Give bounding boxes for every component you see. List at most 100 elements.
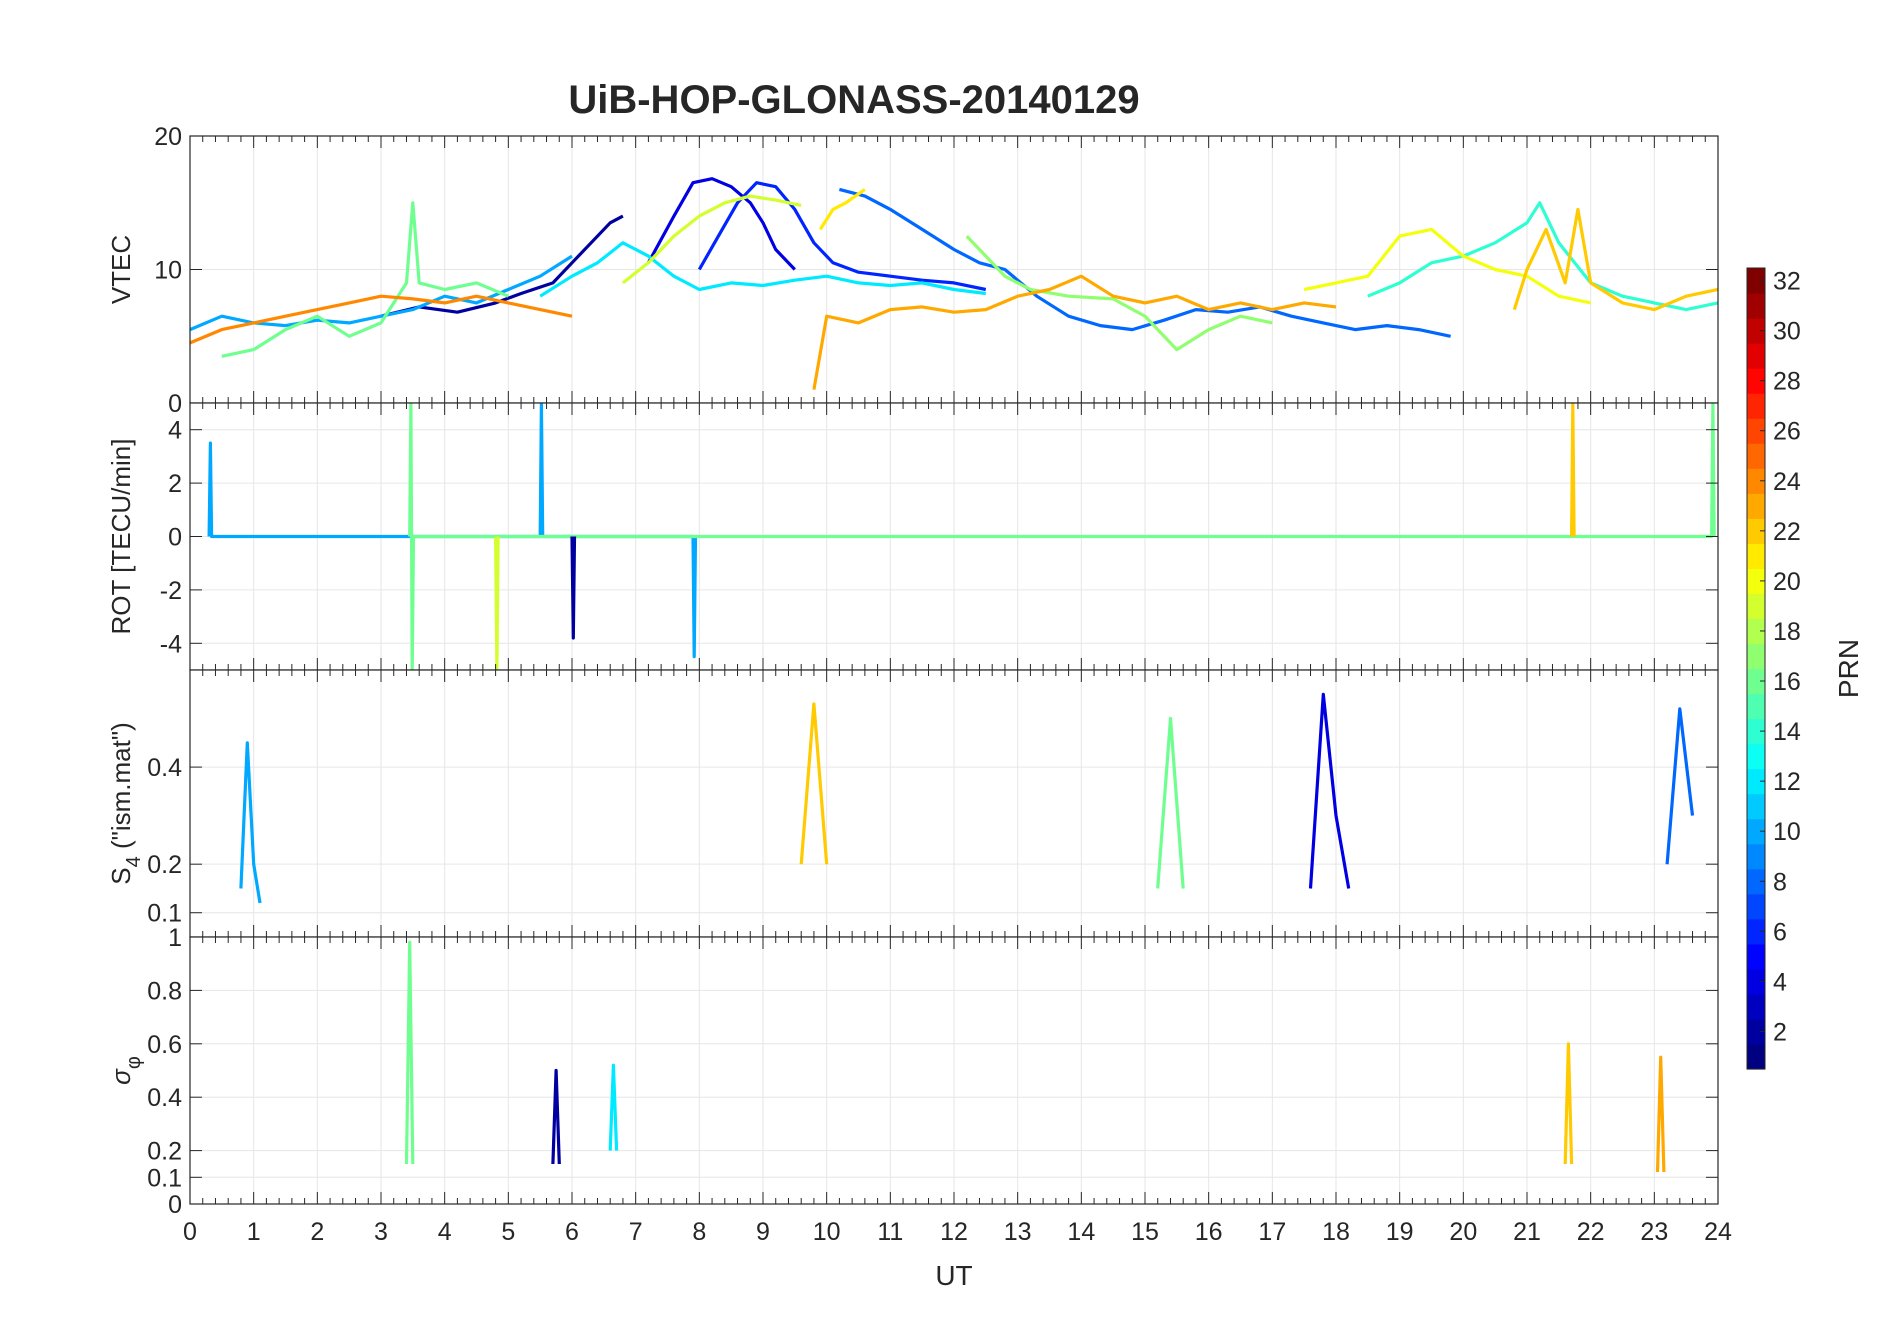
series-group — [207, 403, 1716, 670]
colorbar-tick-label: 18 — [1773, 618, 1801, 646]
colorbar-segment — [1747, 993, 1765, 1020]
colorbar-segment — [1747, 943, 1765, 970]
y-axis-label-sub: φ — [123, 1056, 145, 1069]
x-tick-label: 17 — [1258, 1218, 1286, 1246]
colorbar-segment — [1747, 668, 1765, 695]
series-line-prn-10 — [239, 741, 262, 904]
x-tick-label: 18 — [1322, 1218, 1350, 1246]
colorbar-segment — [1747, 843, 1765, 870]
y-axis-label: ROT [TECU/min] — [106, 439, 136, 635]
colorbar-segment — [1747, 868, 1765, 895]
series-line-prn-8 — [838, 187, 1451, 338]
series-line-prn-20 — [1303, 227, 1592, 305]
colorbar-segment — [1747, 743, 1765, 770]
colorbar-segment — [1747, 643, 1765, 670]
series-line-prn-16 — [408, 403, 1716, 670]
colorbar-tick-label: 2 — [1773, 1018, 1787, 1046]
colorbar-segment — [1747, 618, 1765, 645]
colorbar-segment — [1747, 343, 1765, 369]
x-tick-label: 13 — [1004, 1218, 1032, 1246]
series-line-prn-23 — [1655, 1055, 1666, 1173]
y-tick-label: 10 — [154, 257, 182, 285]
series-line-prn-19 — [494, 536, 500, 670]
y-axis-label-rest: ("ism.mat") — [106, 722, 136, 856]
colorbar-segment — [1747, 268, 1765, 294]
colorbar-segment — [1747, 1043, 1765, 1070]
y-tick-label: 0 — [168, 1191, 182, 1219]
y-tick-label: 0.1 — [147, 1164, 182, 1192]
series-line-prn-4 — [646, 177, 796, 271]
y-axis-label: S4 ("ism.mat") — [106, 722, 145, 884]
colorbar-segment — [1747, 493, 1765, 519]
x-tick-label: 22 — [1577, 1218, 1605, 1246]
colorbar-segment — [1747, 1018, 1765, 1045]
panel-1: 0 10 20 VTEC — [106, 123, 1719, 418]
colorbar-tick-label: 14 — [1773, 718, 1801, 746]
y-tick-label-top: 1 — [168, 924, 182, 952]
y-axis-label-sub: 4 — [123, 856, 145, 867]
colorbar-tick-label: 26 — [1773, 418, 1801, 446]
colorbar-segment — [1747, 918, 1765, 945]
y-axis-label: σφ — [106, 1056, 145, 1085]
colorbar-tick-label: 30 — [1773, 318, 1801, 346]
series-line-prn-6 — [697, 181, 987, 292]
y-tick-label: 0.2 — [147, 851, 182, 879]
x-tick-label: 24 — [1704, 1218, 1732, 1246]
colorbar-tick-label: 12 — [1773, 768, 1801, 796]
y-tick-label: 20 — [154, 123, 182, 151]
series-line-prn-21 — [818, 188, 866, 231]
colorbar-segment — [1747, 418, 1765, 444]
colorbar-segment — [1747, 393, 1765, 419]
colorbar-segment — [1747, 468, 1765, 494]
colorbar-segment — [1747, 718, 1765, 745]
colorbar-tick-label: 16 — [1773, 668, 1801, 696]
y-tick-label: 0.6 — [147, 1031, 182, 1059]
colorbar-frame — [1746, 267, 1766, 1070]
x-tick-label: 9 — [756, 1218, 770, 1246]
series-line-prn-2 — [570, 536, 577, 640]
series-group — [404, 940, 1666, 1173]
x-tick-label: 23 — [1640, 1218, 1668, 1246]
y-tick-label: 0 — [168, 390, 182, 418]
colorbar-segment — [1747, 593, 1765, 620]
series-line-prn-22 — [1512, 207, 1718, 312]
y-axis-label-main: σ — [106, 1068, 136, 1085]
x-tick-label: 14 — [1067, 1218, 1095, 1246]
series-line-prn-2 — [380, 214, 624, 318]
series-line-prn-2 — [551, 1068, 561, 1165]
x-tick-label: 19 — [1386, 1218, 1414, 1246]
y-tick-label: -2 — [160, 577, 182, 605]
x-tick-label: 3 — [374, 1218, 388, 1246]
series-line-prn-16 — [221, 201, 509, 358]
series-line-prn-14 — [1367, 201, 1718, 312]
colorbar-tick-label: 22 — [1773, 518, 1801, 546]
x-tick-label: 1 — [247, 1218, 261, 1246]
colorbar-segment — [1747, 693, 1765, 720]
series-line-prn-16 — [404, 940, 415, 1165]
series-line-prn-19 — [621, 194, 802, 285]
chart-title: UiB-HOP-GLONASS-20140129 — [568, 78, 1139, 122]
colorbar-tick-label: 32 — [1773, 268, 1801, 296]
x-tick-label: 5 — [501, 1218, 515, 1246]
colorbar-tick-label: 28 — [1773, 368, 1801, 396]
colorbar-tick-label: 10 — [1773, 818, 1801, 846]
x-axis-label: UT — [935, 1260, 972, 1291]
x-tick-labels: 0 1 2 3 4 5 6 7 8 9 10 11 12 13 14 15 16 17 18 19 20 21 22 23 24 — [183, 1218, 1732, 1246]
colorbar-tick-label: 8 — [1773, 868, 1787, 896]
x-tick-label: 2 — [310, 1218, 324, 1246]
y-tick-label: 2 — [168, 470, 182, 498]
colorbar-segment — [1747, 543, 1765, 569]
colorbar-label: PRN — [1833, 639, 1864, 698]
x-tick-label: 10 — [813, 1218, 841, 1246]
series-line-prn-8 — [1665, 707, 1695, 865]
colorbar-tick-label: 24 — [1773, 468, 1801, 496]
y-axis-label: VTEC — [106, 235, 136, 304]
series-group — [239, 692, 1695, 904]
colorbar-segment — [1747, 818, 1765, 845]
y-axis-label-main: S — [106, 867, 136, 884]
panel-3: 0.10.20.4S4 ("ism.mat") — [106, 669, 1719, 938]
y-tick-label: -4 — [160, 630, 182, 658]
x-tick-label: 11 — [877, 1218, 903, 1246]
